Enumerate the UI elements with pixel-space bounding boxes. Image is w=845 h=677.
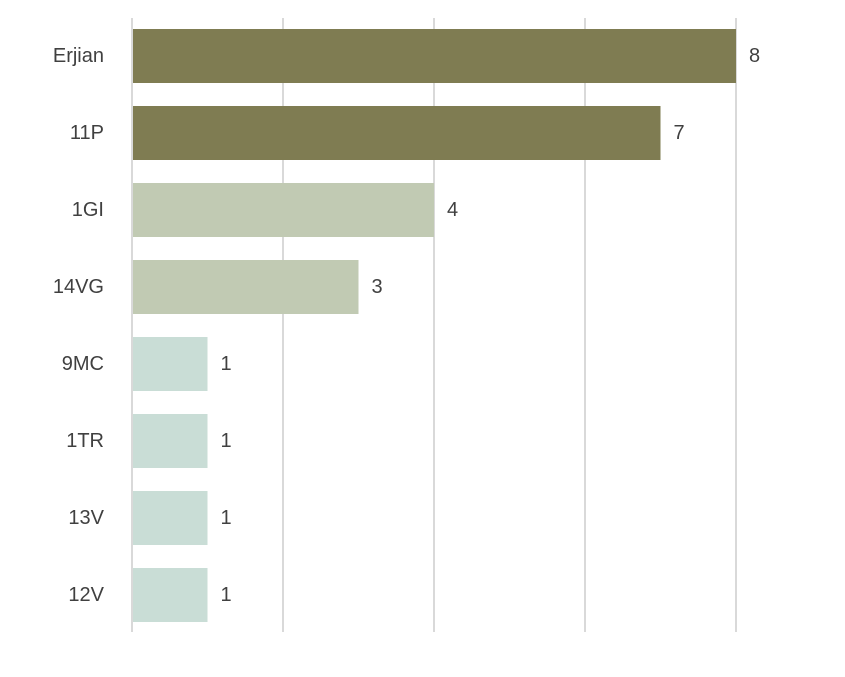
category-label-2: 1GI <box>72 199 104 221</box>
category-label-7: 12V <box>68 584 104 606</box>
category-label-1: 11P <box>70 122 104 144</box>
bar-2 <box>133 183 434 237</box>
value-label-4: 1 <box>221 353 232 375</box>
bar-4 <box>133 337 208 391</box>
bar-5 <box>133 414 208 468</box>
value-label-0: 8 <box>749 45 760 67</box>
category-label-6: 13V <box>68 507 104 529</box>
category-label-5: 1TR <box>66 430 104 452</box>
value-labels: 8 7 4 3 1 1 1 1 <box>221 45 761 606</box>
value-label-1: 7 <box>674 122 685 144</box>
category-labels: Erjian 11P 1GI 14VG 9MC 1TR 13V 12V <box>53 45 105 606</box>
bars <box>133 29 736 622</box>
category-label-3: 14VG <box>53 276 104 298</box>
bar-0 <box>133 29 736 83</box>
bar-3 <box>133 260 359 314</box>
value-label-2: 4 <box>447 199 458 221</box>
category-label-0: Erjian <box>53 45 104 67</box>
value-label-7: 1 <box>221 584 232 606</box>
bar-6 <box>133 491 208 545</box>
category-label-4: 9MC <box>62 353 104 375</box>
value-label-3: 3 <box>372 276 383 298</box>
value-label-5: 1 <box>221 430 232 452</box>
bar-1 <box>133 106 661 160</box>
bar-7 <box>133 568 208 622</box>
value-label-6: 1 <box>221 507 232 529</box>
